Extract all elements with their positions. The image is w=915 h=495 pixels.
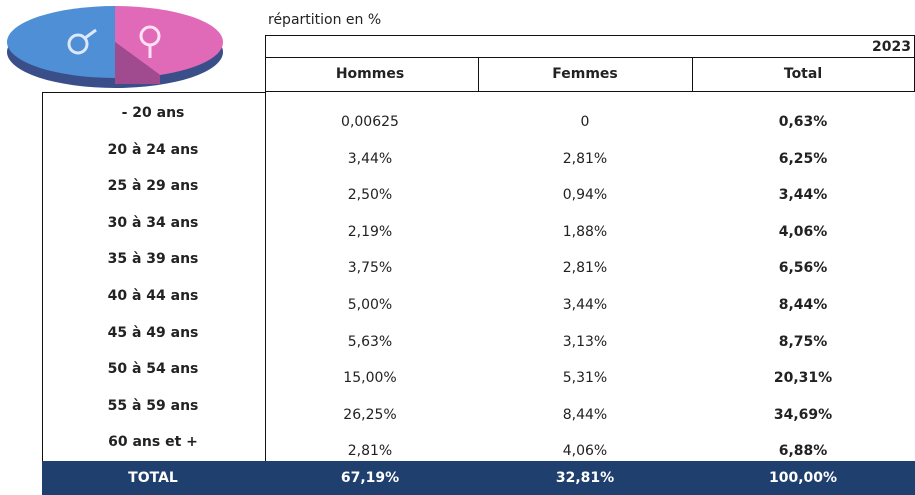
row-label: 60 ans et + xyxy=(108,434,198,451)
value-cell: 26,25% xyxy=(343,406,397,423)
value-cell: 2,81% xyxy=(347,443,393,460)
total-cell: 6,25% xyxy=(778,150,828,167)
total-cell: 20,31% xyxy=(773,370,833,387)
male-arrow xyxy=(84,28,97,40)
value-cell: 0 xyxy=(580,114,590,130)
column-header: Hommes xyxy=(335,66,405,82)
total-cell: 3,44% xyxy=(778,187,828,204)
value-cell: 3,44% xyxy=(562,297,608,313)
table-border xyxy=(265,91,915,92)
value-cell: 0,00625 xyxy=(341,114,399,130)
value-cell: 1,88% xyxy=(562,223,608,240)
table-border xyxy=(265,35,266,495)
year: 2023 xyxy=(872,39,911,55)
total-value: 100,00% xyxy=(768,470,838,486)
value-cell: 8,44% xyxy=(562,406,608,423)
total-cell: 8,75% xyxy=(778,333,828,350)
table-border xyxy=(478,57,479,92)
subtitle: répartition en % xyxy=(268,12,382,28)
value-cell: 0,94% xyxy=(562,187,608,204)
pie-pink xyxy=(115,6,224,75)
total-cell: 0,63% xyxy=(778,114,828,130)
table-border xyxy=(265,57,915,58)
value-cell: 2,81% xyxy=(562,260,608,277)
total-value: 67,19% xyxy=(340,470,400,486)
value-cell: 4,06% xyxy=(562,443,608,460)
total-cell: 6,56% xyxy=(778,260,828,277)
row-label: - 20 ans xyxy=(121,105,185,121)
value-cell: 3,44% xyxy=(347,150,393,167)
value-cell: 2,50% xyxy=(347,187,393,204)
row-label: 25 à 29 ans xyxy=(107,178,199,195)
row-label: 30 à 34 ans xyxy=(107,214,199,231)
total-label: TOTAL xyxy=(128,470,178,486)
table-border xyxy=(42,92,265,93)
total-cell: 6,88% xyxy=(778,443,828,460)
total-value: 32,81% xyxy=(555,470,615,486)
row-label: 20 à 24 ans xyxy=(107,141,199,158)
column-header: Total xyxy=(783,66,823,82)
row-label: 55 à 59 ans xyxy=(107,397,199,414)
pie-side xyxy=(115,42,160,84)
row-label: 45 à 49 ans xyxy=(107,324,199,341)
column-header: Femmes xyxy=(552,66,618,82)
row-label: 40 à 44 ans xyxy=(107,288,199,304)
total-cell: 4,06% xyxy=(778,223,828,240)
value-cell: 2,19% xyxy=(347,223,393,240)
total-row-bg xyxy=(42,461,915,495)
total-cell: 8,44% xyxy=(778,297,828,313)
value-cell: 5,63% xyxy=(347,333,393,350)
value-cell: 5,31% xyxy=(562,370,608,387)
gender-pie-icon xyxy=(7,6,224,88)
value-cell: 2,81% xyxy=(562,150,608,167)
row-label: 35 à 39 ans xyxy=(107,251,199,268)
value-cell: 5,00% xyxy=(347,297,393,313)
pie-blue xyxy=(7,6,115,78)
table-border xyxy=(692,57,693,92)
value-cell: 3,75% xyxy=(347,260,393,277)
table-border xyxy=(265,35,915,36)
male-symbol xyxy=(67,33,89,55)
value-cell: 15,00% xyxy=(343,370,397,387)
value-cell: 3,13% xyxy=(562,333,608,350)
row-label: 50 à 54 ans xyxy=(107,361,199,378)
table-border xyxy=(42,92,43,495)
total-cell: 34,69% xyxy=(773,406,833,423)
